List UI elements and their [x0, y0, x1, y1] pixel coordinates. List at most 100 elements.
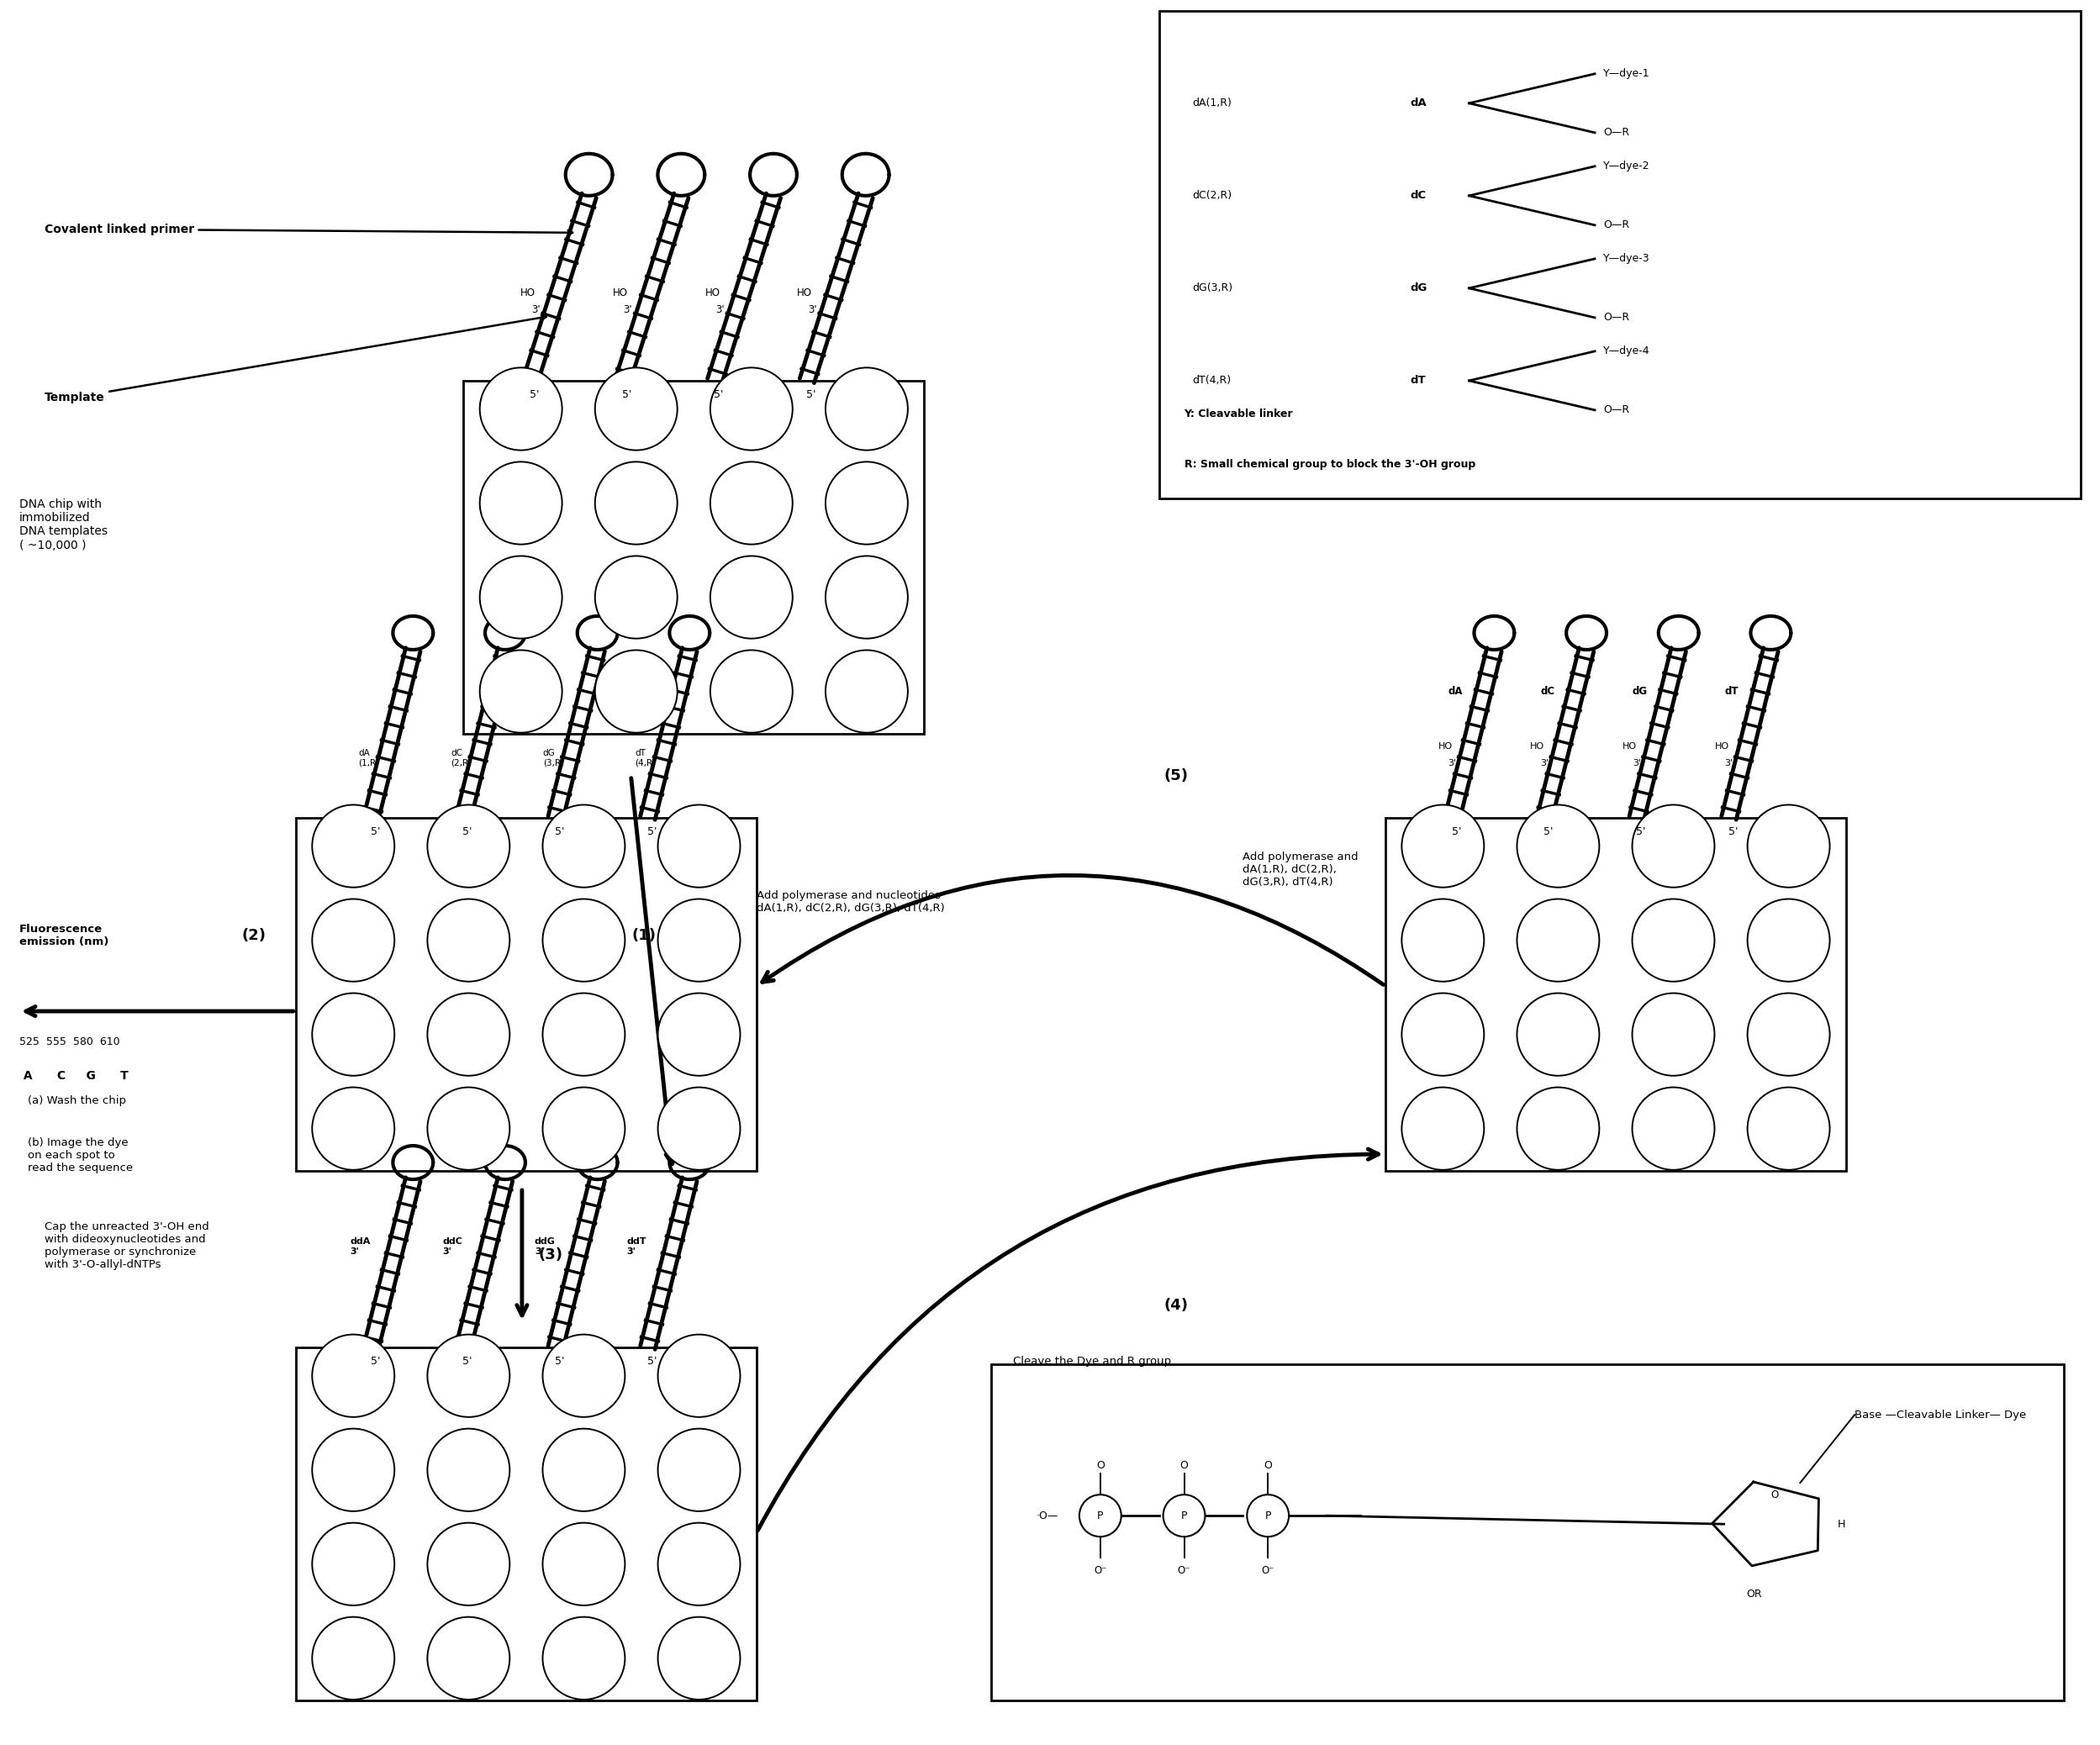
- Circle shape: [313, 1618, 395, 1700]
- Text: O—R: O—R: [1602, 220, 1630, 230]
- Text: dG(3,R): dG(3,R): [1193, 283, 1233, 293]
- Circle shape: [479, 557, 563, 639]
- Text: 5': 5': [714, 389, 724, 400]
- Text: dT: dT: [1411, 375, 1426, 386]
- Text: HO: HO: [521, 288, 536, 298]
- Text: dA
(1,R): dA (1,R): [359, 749, 380, 768]
- Text: 5': 5': [529, 389, 540, 400]
- Text: HO: HO: [1438, 742, 1453, 750]
- Text: Add polymerase and
dA(1,R), dC(2,R),
dG(3,R), dT(4,R): Add polymerase and dA(1,R), dC(2,R), dG(…: [1243, 852, 1359, 888]
- Circle shape: [428, 899, 510, 981]
- Text: 3': 3': [808, 305, 817, 316]
- Text: Base —Cleavable Linker— Dye: Base —Cleavable Linker— Dye: [1854, 1410, 2026, 1420]
- Text: 5': 5': [370, 1356, 380, 1366]
- Circle shape: [594, 462, 678, 544]
- Circle shape: [428, 804, 510, 888]
- Circle shape: [428, 1335, 510, 1417]
- Circle shape: [710, 557, 792, 639]
- Text: 5': 5': [622, 389, 632, 400]
- Text: Fluorescence
emission (nm): Fluorescence emission (nm): [19, 923, 109, 948]
- Text: R: Small chemical group to block the 3'-OH group: R: Small chemical group to block the 3'-…: [1184, 459, 1474, 469]
- Text: O: O: [1096, 1461, 1105, 1471]
- Circle shape: [825, 368, 907, 450]
- Circle shape: [479, 368, 563, 450]
- Text: P: P: [1264, 1509, 1270, 1522]
- Text: Y—dye-4: Y—dye-4: [1602, 346, 1651, 356]
- Text: 5': 5': [647, 1356, 657, 1366]
- Circle shape: [1247, 1495, 1289, 1537]
- Circle shape: [313, 1087, 395, 1169]
- Circle shape: [1401, 899, 1485, 981]
- Circle shape: [542, 804, 626, 888]
- Text: O—R: O—R: [1602, 312, 1630, 323]
- Text: HO: HO: [1714, 742, 1728, 750]
- Text: DNA chip with
immobilized
DNA templates
( ~10,000 ): DNA chip with immobilized DNA templates …: [19, 499, 107, 551]
- Text: 5': 5': [806, 389, 817, 400]
- Text: 5': 5': [554, 827, 565, 838]
- Text: 525  555  580  610: 525 555 580 610: [19, 1037, 120, 1047]
- Text: 3': 3': [1632, 759, 1640, 768]
- Circle shape: [825, 557, 907, 639]
- Text: dC(2,R): dC(2,R): [1193, 190, 1233, 201]
- Circle shape: [710, 651, 792, 733]
- Text: (5): (5): [1163, 768, 1189, 784]
- Text: dC: dC: [1411, 190, 1426, 201]
- Text: dC
(2,R): dC (2,R): [451, 749, 472, 768]
- Circle shape: [1401, 993, 1485, 1075]
- Text: dT: dT: [1724, 686, 1739, 698]
- Text: dG: dG: [1632, 686, 1648, 698]
- Text: ddT
3': ddT 3': [626, 1237, 647, 1256]
- Circle shape: [710, 368, 792, 450]
- Text: 5': 5': [1636, 827, 1646, 838]
- Circle shape: [479, 462, 563, 544]
- Text: ddG
3': ddG 3': [536, 1237, 556, 1256]
- Text: 5': 5': [1728, 827, 1739, 838]
- Text: 5': 5': [554, 1356, 565, 1366]
- Circle shape: [1516, 993, 1600, 1075]
- Text: Template: Template: [44, 316, 546, 403]
- Circle shape: [1632, 1087, 1714, 1169]
- Circle shape: [657, 1335, 739, 1417]
- Bar: [296, 1347, 756, 1701]
- Text: OR: OR: [1747, 1588, 1762, 1600]
- Circle shape: [542, 1335, 626, 1417]
- Circle shape: [313, 993, 395, 1075]
- Text: 5': 5': [1544, 827, 1554, 838]
- Circle shape: [657, 1523, 739, 1605]
- Bar: [1386, 818, 1846, 1171]
- Circle shape: [542, 899, 626, 981]
- Circle shape: [1632, 899, 1714, 981]
- Text: 5': 5': [462, 1356, 473, 1366]
- Circle shape: [313, 1429, 395, 1511]
- Circle shape: [428, 1429, 510, 1511]
- Circle shape: [1632, 804, 1714, 888]
- Text: ·O—: ·O—: [1035, 1509, 1058, 1522]
- Text: 5': 5': [647, 827, 657, 838]
- Circle shape: [428, 1618, 510, 1700]
- Circle shape: [1516, 1087, 1600, 1169]
- Circle shape: [542, 1087, 626, 1169]
- Circle shape: [1401, 1087, 1485, 1169]
- Circle shape: [313, 899, 395, 981]
- Circle shape: [542, 1523, 626, 1605]
- Circle shape: [825, 462, 907, 544]
- Circle shape: [313, 1523, 395, 1605]
- Text: 5': 5': [1451, 827, 1462, 838]
- Text: Y: Cleavable linker: Y: Cleavable linker: [1184, 408, 1294, 421]
- Text: HO: HO: [1623, 742, 1636, 750]
- Text: 3': 3': [624, 305, 632, 316]
- Text: (b) Image the dye
on each spot to
read the sequence: (b) Image the dye on each spot to read t…: [27, 1138, 132, 1173]
- Text: O: O: [1264, 1461, 1273, 1471]
- Circle shape: [1747, 804, 1829, 888]
- Text: dA(1,R): dA(1,R): [1193, 98, 1233, 108]
- Circle shape: [1747, 1087, 1829, 1169]
- Text: O: O: [1180, 1461, 1189, 1471]
- Text: Y—dye-3: Y—dye-3: [1602, 253, 1651, 263]
- Circle shape: [1516, 804, 1600, 888]
- Text: 3': 3': [1724, 759, 1732, 768]
- Circle shape: [657, 1429, 739, 1511]
- Circle shape: [594, 651, 678, 733]
- Circle shape: [542, 993, 626, 1075]
- Text: 3': 3': [531, 305, 540, 316]
- Circle shape: [825, 651, 907, 733]
